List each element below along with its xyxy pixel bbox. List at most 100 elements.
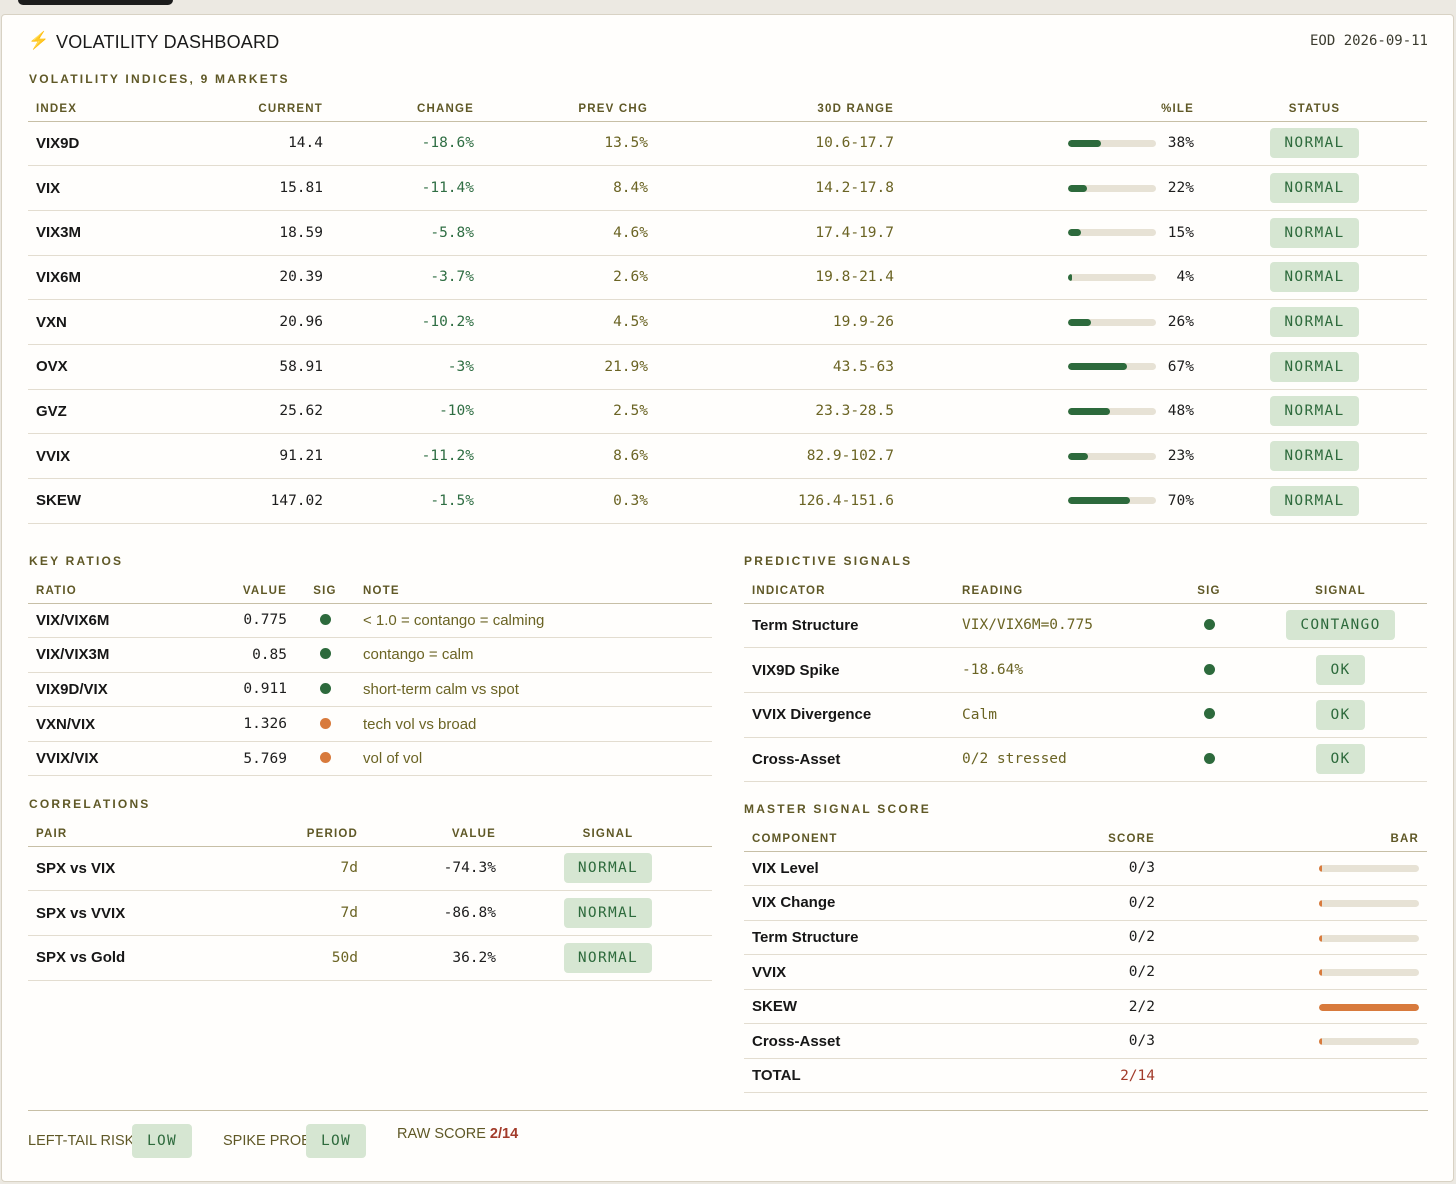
ratio-name: VIX/VIX3M: [28, 637, 208, 673]
signal-dot-icon: [319, 682, 331, 694]
table-row: VIX Change 0/2: [744, 885, 1427, 921]
indices-section-title: VOLATILITY INDICES, 9 MARKETS: [29, 72, 290, 86]
status-badge: NORMAL: [563, 853, 653, 884]
table-row: VVIX 91.21 -11.2% 8.6% 82.9-102.7 23% NORMAL: [28, 433, 1427, 479]
col-header-period: PERIOD: [228, 822, 366, 847]
correlation-value: -74.3%: [366, 846, 504, 892]
signal-cell: NORMAL: [504, 846, 712, 892]
status-cell: NORMAL: [1202, 433, 1427, 479]
status-badge: NORMAL: [1270, 485, 1359, 516]
percentile-bar-fill: [1068, 452, 1089, 460]
correlation-value: -86.8%: [366, 890, 504, 936]
status-badge: NORMAL: [1270, 351, 1359, 382]
indicator-name: VVIX Divergence: [744, 692, 954, 738]
range-value: 19.8-21.4: [656, 255, 902, 301]
indices-header-row: INDEX CURRENT CHANGE PREV CHG 30D RANGE …: [28, 97, 1427, 122]
table-row: VVIX Divergence Calm OK: [744, 692, 1427, 738]
status-cell: NORMAL: [1202, 389, 1427, 435]
indicator-name: VIX9D Spike: [744, 647, 954, 693]
table-row: VIX3M 18.59 -5.8% 4.6% 17.4-19.7 15% NORMAL: [28, 210, 1427, 256]
table-row: SKEW 2/2: [744, 989, 1427, 1025]
col-header-current: CURRENT: [158, 97, 331, 122]
eod-date: EOD 2026-09-11: [1309, 33, 1428, 49]
col-header-index: INDEX: [28, 97, 158, 122]
table-row: SPX vs Gold 50d 36.2% NORMAL: [28, 935, 712, 981]
col-header-value: VALUE: [208, 579, 295, 604]
col-header-prev-chg: PREV CHG: [482, 97, 656, 122]
prev-change-value: 2.5%: [482, 389, 656, 435]
score-bar-fill: [1319, 865, 1322, 873]
score-bar-cell: [1163, 851, 1427, 887]
status-cell: NORMAL: [1202, 299, 1427, 345]
indicator-reading: 0/2 stressed: [954, 737, 1164, 783]
indicator-reading: -18.64%: [954, 647, 1164, 693]
ratio-name: VIX/VIX6M: [28, 603, 208, 639]
ratio-note: vol of vol: [355, 741, 712, 777]
current-value: 91.21: [158, 433, 331, 479]
spike-prob-badge: LOW: [306, 1124, 366, 1158]
table-row: VIX9D 14.4 -18.6% 13.5% 10.6-17.7 38% NORMAL: [28, 121, 1427, 167]
range-value: 43.5-63: [656, 344, 902, 390]
ratio-value: 5.769: [208, 741, 295, 777]
signal-badge: OK: [1316, 699, 1365, 730]
status-cell: NORMAL: [1202, 255, 1427, 301]
ratio-name: VXN/VIX: [28, 706, 208, 742]
table-row: Cross-Asset 0/3: [744, 1023, 1427, 1060]
ratio-note: tech vol vs broad: [355, 706, 712, 742]
percentile-bar-fill: [1068, 184, 1088, 192]
ratio-note: short-term calm vs spot: [355, 672, 712, 708]
ratios-section-title: KEY RATIOS: [29, 554, 124, 568]
percentile-cell: 26%: [902, 299, 1202, 345]
table-row: OVX 58.91 -3% 21.9% 43.5-63 67% NORMAL: [28, 344, 1427, 390]
score-bar-cell: [1163, 885, 1427, 921]
indicator-reading: VIX/VIX6M=0.775: [954, 603, 1164, 649]
percentile-cell: 67%: [902, 344, 1202, 390]
percentile-cell: 48%: [902, 389, 1202, 435]
percentile-value: 22%: [1167, 180, 1194, 197]
predictive-table: INDICATOR READING SIG SIGNAL Term Struct…: [744, 579, 1427, 783]
col-header-bar: BAR: [1163, 827, 1427, 852]
percentile-cell: 23%: [902, 433, 1202, 479]
col-header-signal: SIGNAL: [504, 822, 712, 847]
sig-cell: [295, 741, 355, 777]
indicator-name: Term Structure: [744, 603, 954, 649]
component-name: VIX Change: [744, 885, 994, 921]
range-value: 126.4-151.6: [656, 478, 902, 524]
prev-change-value: 0.3%: [482, 478, 656, 524]
score-bar-cell: [1163, 920, 1427, 956]
prev-change-value: 4.5%: [482, 299, 656, 345]
ratio-note: < 1.0 = contango = calming: [355, 603, 712, 639]
window-tab-handle[interactable]: [18, 0, 173, 5]
indicator-reading: Calm: [954, 692, 1164, 738]
total-score: 2/14: [994, 1058, 1163, 1094]
signal-cell: OK: [1254, 692, 1427, 738]
component-score: 0/2: [994, 885, 1163, 921]
sig-cell: [295, 672, 355, 708]
total-bar-cell: [1163, 1058, 1427, 1094]
status-badge: NORMAL: [1270, 262, 1359, 293]
raw-score-value: 2/14: [489, 1126, 519, 1142]
signal-dot-icon: [319, 717, 331, 729]
status-cell: NORMAL: [1202, 210, 1427, 256]
score-bar-cell: [1163, 1023, 1427, 1060]
percentile-bar-fill: [1068, 407, 1111, 415]
percentile-bar: [1068, 139, 1156, 147]
total-label: TOTAL: [744, 1058, 994, 1094]
signal-cell: NORMAL: [504, 890, 712, 936]
ratio-value: 0.775: [208, 603, 295, 639]
ratio-value: 0.85: [208, 637, 295, 673]
change-value: -5.8%: [331, 210, 482, 256]
signal-cell: NORMAL: [504, 935, 712, 981]
percentile-value: 4%: [1176, 269, 1194, 286]
score-bar-cell: [1163, 989, 1427, 1025]
score-bar: [1319, 1003, 1419, 1011]
percentile-value: 70%: [1167, 492, 1194, 509]
prev-change-value: 4.6%: [482, 210, 656, 256]
score-bar: [1319, 865, 1419, 873]
spike-prob-label: SPIKE PROB: [223, 1133, 311, 1149]
status-cell: NORMAL: [1202, 121, 1427, 167]
signal-dot-icon: [1203, 752, 1215, 764]
index-name: VIX9D: [28, 121, 158, 167]
col-header-pred-signal: SIGNAL: [1254, 579, 1427, 604]
percentile-cell: 4%: [902, 255, 1202, 301]
